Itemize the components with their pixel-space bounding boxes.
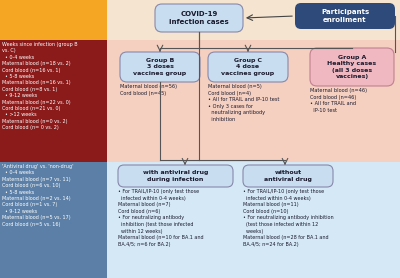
Text: • For TRAIL/IP-10 (only test those
  infected within 0-4 weeks)
Maternal blood (: • For TRAIL/IP-10 (only test those infec… [118,189,204,247]
Text: Maternal blood (n=46)
Cord blood (n=46)
• All for TRAIL and
  IP-10 test: Maternal blood (n=46) Cord blood (n=46) … [310,88,367,113]
Text: without
antiviral drug: without antiviral drug [264,170,312,182]
Bar [107,40,400,162]
FancyBboxPatch shape [208,52,288,82]
Text: COVID-19
infection cases: COVID-19 infection cases [169,11,229,25]
FancyBboxPatch shape [155,4,243,32]
Text: Group C
4 dose
vaccines group: Group C 4 dose vaccines group [222,58,274,76]
Text: with antiviral drug
during infection: with antiviral drug during infection [143,170,208,182]
Text: • For TRAIL/IP-10 (only test those
  infected within 0-4 weeks)
Maternal blood (: • For TRAIL/IP-10 (only test those infec… [243,189,334,247]
Text: Group B
3 doses
vaccines group: Group B 3 doses vaccines group [134,58,186,76]
Text: Group A
Healthy cases
(all 3 doses
vaccines): Group A Healthy cases (all 3 doses vacci… [328,55,376,79]
Text: Participants
enrollment: Participants enrollment [321,9,369,23]
Text: Maternal blood (n=56)
Cord blood (n=45): Maternal blood (n=56) Cord blood (n=45) [120,84,177,96]
Text: Maternal blood (n=5)
Cord blood (n=4)
• All for TRAIL and IP-10 test
• Only 3 ca: Maternal blood (n=5) Cord blood (n=4) • … [208,84,279,122]
Text: Weeks since infection (group B
vs. C)
  • 0-4 weeks
Maternal blood (n=18 vs. 2)
: Weeks since infection (group B vs. C) • … [2,42,78,130]
Bar [0,0,107,40]
FancyBboxPatch shape [243,165,333,187]
Bar [107,162,400,278]
FancyBboxPatch shape [295,3,395,29]
Bar [0,162,107,278]
Bar [0,40,107,162]
FancyBboxPatch shape [120,52,200,82]
FancyBboxPatch shape [118,165,233,187]
Text: 'Antiviral drug' vs. 'non-drug'
  • 0-4 weeks
Maternal blood (n=7 vs. 11)
Cord b: 'Antiviral drug' vs. 'non-drug' • 0-4 we… [2,164,74,227]
FancyBboxPatch shape [310,48,394,86]
